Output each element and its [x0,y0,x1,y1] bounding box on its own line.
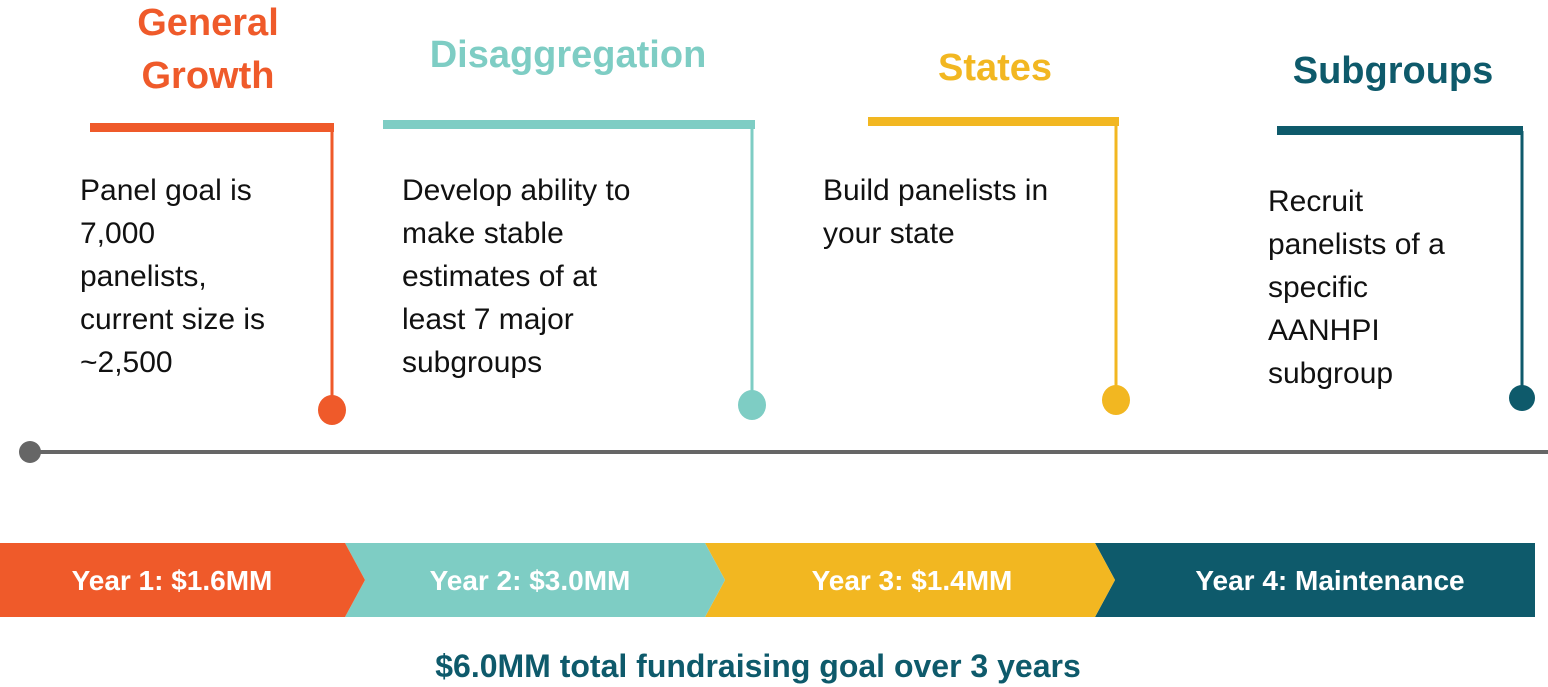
year-label: Year 4: Maintenance [1195,565,1464,596]
column-description: least 7 major [402,303,574,336]
year-label: Year 3: $1.4MM [812,565,1013,596]
year-label: Year 1: $1.6MM [72,565,273,596]
column-dot [738,390,766,420]
column-title: General [137,2,279,44]
year-chevron [705,543,1115,617]
column-description: subgroups [402,346,542,379]
column-dot [318,395,346,425]
year-chevron [1095,543,1535,617]
column-description: your state [823,217,955,250]
decor [0,117,1548,617]
column-description: Recruit [1268,185,1364,218]
column-title: States [938,47,1052,89]
timeline-start [19,441,41,463]
column-dot [1509,385,1535,411]
column-description: panelists of a [1268,228,1445,261]
column-dot [1102,385,1130,415]
column-title: Subgroups [1293,50,1494,92]
column-description: Build panelists in [823,174,1048,207]
footer: $6.0MM total fundraising goal over 3 yea… [435,648,1081,684]
column-title: Disaggregation [430,34,707,76]
column-description: estimates of at [402,260,598,293]
column-description: 7,000 [80,217,155,250]
column-bar [868,117,1119,126]
year-chevron [0,543,365,617]
column-description: panelists, [80,260,207,293]
column-description: AANHPI [1268,314,1380,347]
column-bar [383,120,755,129]
column-description: Develop ability to [402,174,630,207]
column-bar [90,123,334,132]
column-description: ~2,500 [80,346,173,379]
column-bar [1277,126,1523,135]
column-description: Panel goal is [80,174,252,207]
column-description: specific [1268,271,1368,304]
column-description: subgroup [1268,357,1393,390]
column-title: Growth [142,55,275,97]
year-chevron [345,543,725,617]
column-description: make stable [402,217,564,250]
column-description: current size is [80,303,265,336]
year-label: Year 2: $3.0MM [430,565,631,596]
